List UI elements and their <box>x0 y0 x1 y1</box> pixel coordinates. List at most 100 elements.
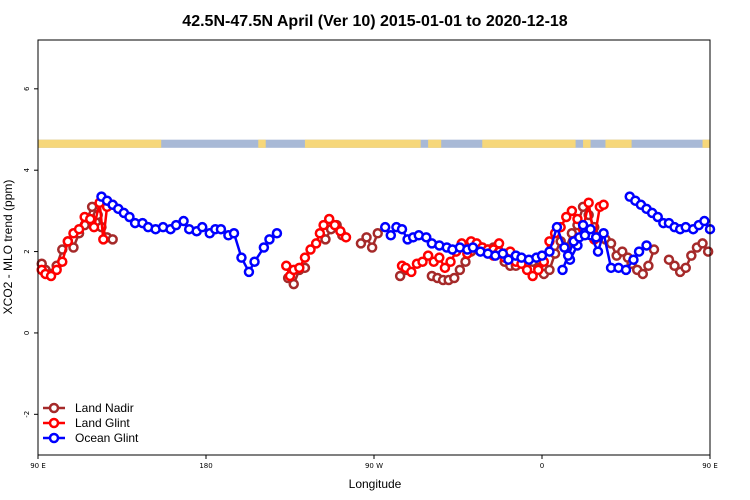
data-point <box>73 223 85 235</box>
data-point <box>566 205 578 217</box>
data-point <box>318 219 329 231</box>
data-point <box>236 252 247 263</box>
data-point <box>51 264 62 276</box>
series-layer <box>36 191 716 290</box>
land-band-segment <box>428 139 442 148</box>
data-point <box>323 213 335 225</box>
legend-marker <box>48 432 60 444</box>
y-tick-label: 2 <box>23 249 31 253</box>
data-point <box>583 197 594 208</box>
data-point <box>288 278 299 290</box>
data-point <box>335 225 346 237</box>
land-band-segment <box>38 139 162 148</box>
data-point <box>697 238 708 249</box>
data-point <box>605 238 617 249</box>
data-point <box>699 215 710 227</box>
data-point <box>170 219 182 231</box>
data-point <box>557 264 568 276</box>
land-band-segment <box>304 139 421 148</box>
data-point <box>497 248 509 259</box>
y-tick-label: -2 <box>23 411 31 418</box>
legend-label: Land Glint <box>75 416 130 430</box>
data-point <box>258 242 270 253</box>
legend-label: Ocean Glint <box>75 431 139 445</box>
data-point <box>310 238 322 249</box>
data-point <box>590 232 602 243</box>
data-point <box>88 221 100 233</box>
series-land-nadir <box>36 201 714 290</box>
data-point <box>637 268 649 280</box>
data-point <box>57 256 68 267</box>
data-point <box>439 262 451 274</box>
data-point <box>299 252 311 263</box>
data-point <box>585 223 596 235</box>
y-tick-label: 0 <box>23 331 31 335</box>
data-point <box>422 250 434 261</box>
land-band-segment <box>702 139 710 148</box>
x-tick-label: 90 E <box>702 462 718 470</box>
y-axis: -2 0 2 4 6 <box>23 86 38 418</box>
x-tick-label: 0 <box>540 462 544 470</box>
data-point <box>460 256 471 267</box>
data-point <box>669 260 680 272</box>
data-point <box>561 211 572 223</box>
data-point <box>536 250 548 261</box>
data-point <box>294 262 305 274</box>
x-tick-label: 90 W <box>365 462 383 470</box>
data-point <box>652 211 663 223</box>
data-point <box>228 228 240 239</box>
data-point <box>107 234 118 245</box>
data-point <box>372 228 383 239</box>
data-point <box>264 234 275 245</box>
data-point <box>579 230 591 241</box>
data-point <box>366 242 378 253</box>
data-point <box>544 246 555 257</box>
data-point <box>45 270 57 282</box>
data-point <box>544 264 555 276</box>
data-point <box>648 244 660 255</box>
legend-item: Land Nadir <box>43 401 134 415</box>
data-point <box>577 219 589 231</box>
data-point <box>421 232 432 243</box>
data-point <box>271 228 283 239</box>
data-point <box>215 223 227 235</box>
data-point <box>633 246 645 257</box>
data-point <box>98 234 109 245</box>
data-point <box>551 221 563 233</box>
legend-marker <box>48 402 60 414</box>
data-point <box>628 254 639 265</box>
data-point <box>406 266 417 278</box>
land-band-segment <box>258 139 266 148</box>
data-point <box>521 264 533 276</box>
data-point <box>617 246 628 257</box>
data-point <box>68 242 79 253</box>
data-point <box>124 211 135 223</box>
data-point <box>527 270 538 282</box>
data-point <box>355 238 367 249</box>
land-ocean-band <box>38 139 710 148</box>
data-point <box>249 256 260 267</box>
data-point <box>243 266 255 278</box>
y-tick-label: 4 <box>23 167 31 172</box>
land-band-segment <box>482 139 576 148</box>
data-point <box>449 272 460 284</box>
data-point <box>572 213 583 225</box>
data-point <box>86 201 98 213</box>
data-point <box>396 223 408 235</box>
chart-title: 42.5N-47.5N April (Ver 10) 2015-01-01 to… <box>182 13 568 30</box>
data-point <box>385 230 397 241</box>
data-point <box>340 232 352 243</box>
y-tick-label: 6 <box>23 86 31 91</box>
data-point <box>85 213 96 225</box>
data-point <box>562 250 574 261</box>
data-point <box>178 215 189 227</box>
data-point <box>314 228 326 239</box>
x-axis: 90 E 180 90 W 0 90 E <box>30 455 718 470</box>
legend-label: Land Nadir <box>75 401 134 415</box>
data-point <box>394 270 406 282</box>
data-point <box>305 244 316 255</box>
data-point <box>445 256 456 267</box>
data-point <box>559 242 570 253</box>
